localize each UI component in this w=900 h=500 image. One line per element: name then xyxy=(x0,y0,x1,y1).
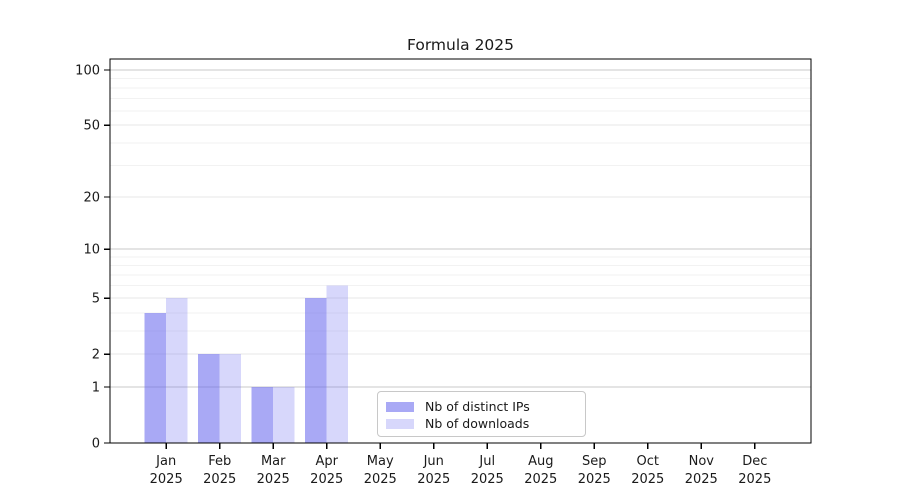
bar-downloads-jan xyxy=(166,298,188,443)
y-tick-label: 50 xyxy=(83,119,100,134)
x-tick-label-jul: Jul 2025 xyxy=(471,454,504,487)
x-tick-label-dec: Dec 2025 xyxy=(738,454,771,487)
legend-label-distinct-ips: Nb of distinct IPs xyxy=(425,399,530,414)
axes-spines xyxy=(109,58,812,444)
bar-distinct-ips-apr xyxy=(305,298,327,443)
bar-distinct-ips-mar xyxy=(251,386,274,443)
legend-label-downloads: Nb of downloads xyxy=(425,416,530,431)
x-tick-label-jun: Jun 2025 xyxy=(417,454,450,487)
x-tick-label-aug: Aug 2025 xyxy=(524,454,557,487)
legend: Nb of distinct IPs Nb of downloads xyxy=(377,391,586,437)
bar-distinct-ips-feb xyxy=(198,354,220,443)
x-tick-label-nov: Nov 2025 xyxy=(685,454,718,487)
x-tick-label-jan: Jan 2025 xyxy=(150,454,183,487)
legend-item-downloads: Nb of downloads xyxy=(378,415,585,432)
x-tick-label-sep: Sep 2025 xyxy=(578,454,611,487)
legend-swatch-downloads xyxy=(386,418,414,429)
legend-swatch-distinct-ips xyxy=(386,401,414,412)
legend-item-distinct-ips: Nb of distinct IPs xyxy=(378,398,585,415)
chart-title: Formula 2025 xyxy=(406,36,515,54)
bar-downloads-mar xyxy=(273,386,295,443)
y-tick-label: 10 xyxy=(83,243,100,258)
y-tick-label: 100 xyxy=(75,64,100,79)
x-tick-label-feb: Feb 2025 xyxy=(203,454,236,487)
y-tick-label: 20 xyxy=(83,190,100,205)
x-tick-label-apr: Apr 2025 xyxy=(310,454,343,487)
y-tick-label: 1 xyxy=(92,380,100,395)
y-tick-label: 5 xyxy=(92,292,100,307)
bar-downloads-feb xyxy=(219,354,242,443)
x-tick-label-mar: Mar 2025 xyxy=(257,454,290,487)
x-tick-label-may: May 2025 xyxy=(364,454,397,487)
bar-downloads-apr xyxy=(326,285,349,443)
x-tick-label-oct: Oct 2025 xyxy=(631,454,664,487)
y-tick-label: 0 xyxy=(92,437,100,452)
bar-distinct-ips-jan xyxy=(144,312,167,443)
y-tick-label: 2 xyxy=(92,348,100,363)
